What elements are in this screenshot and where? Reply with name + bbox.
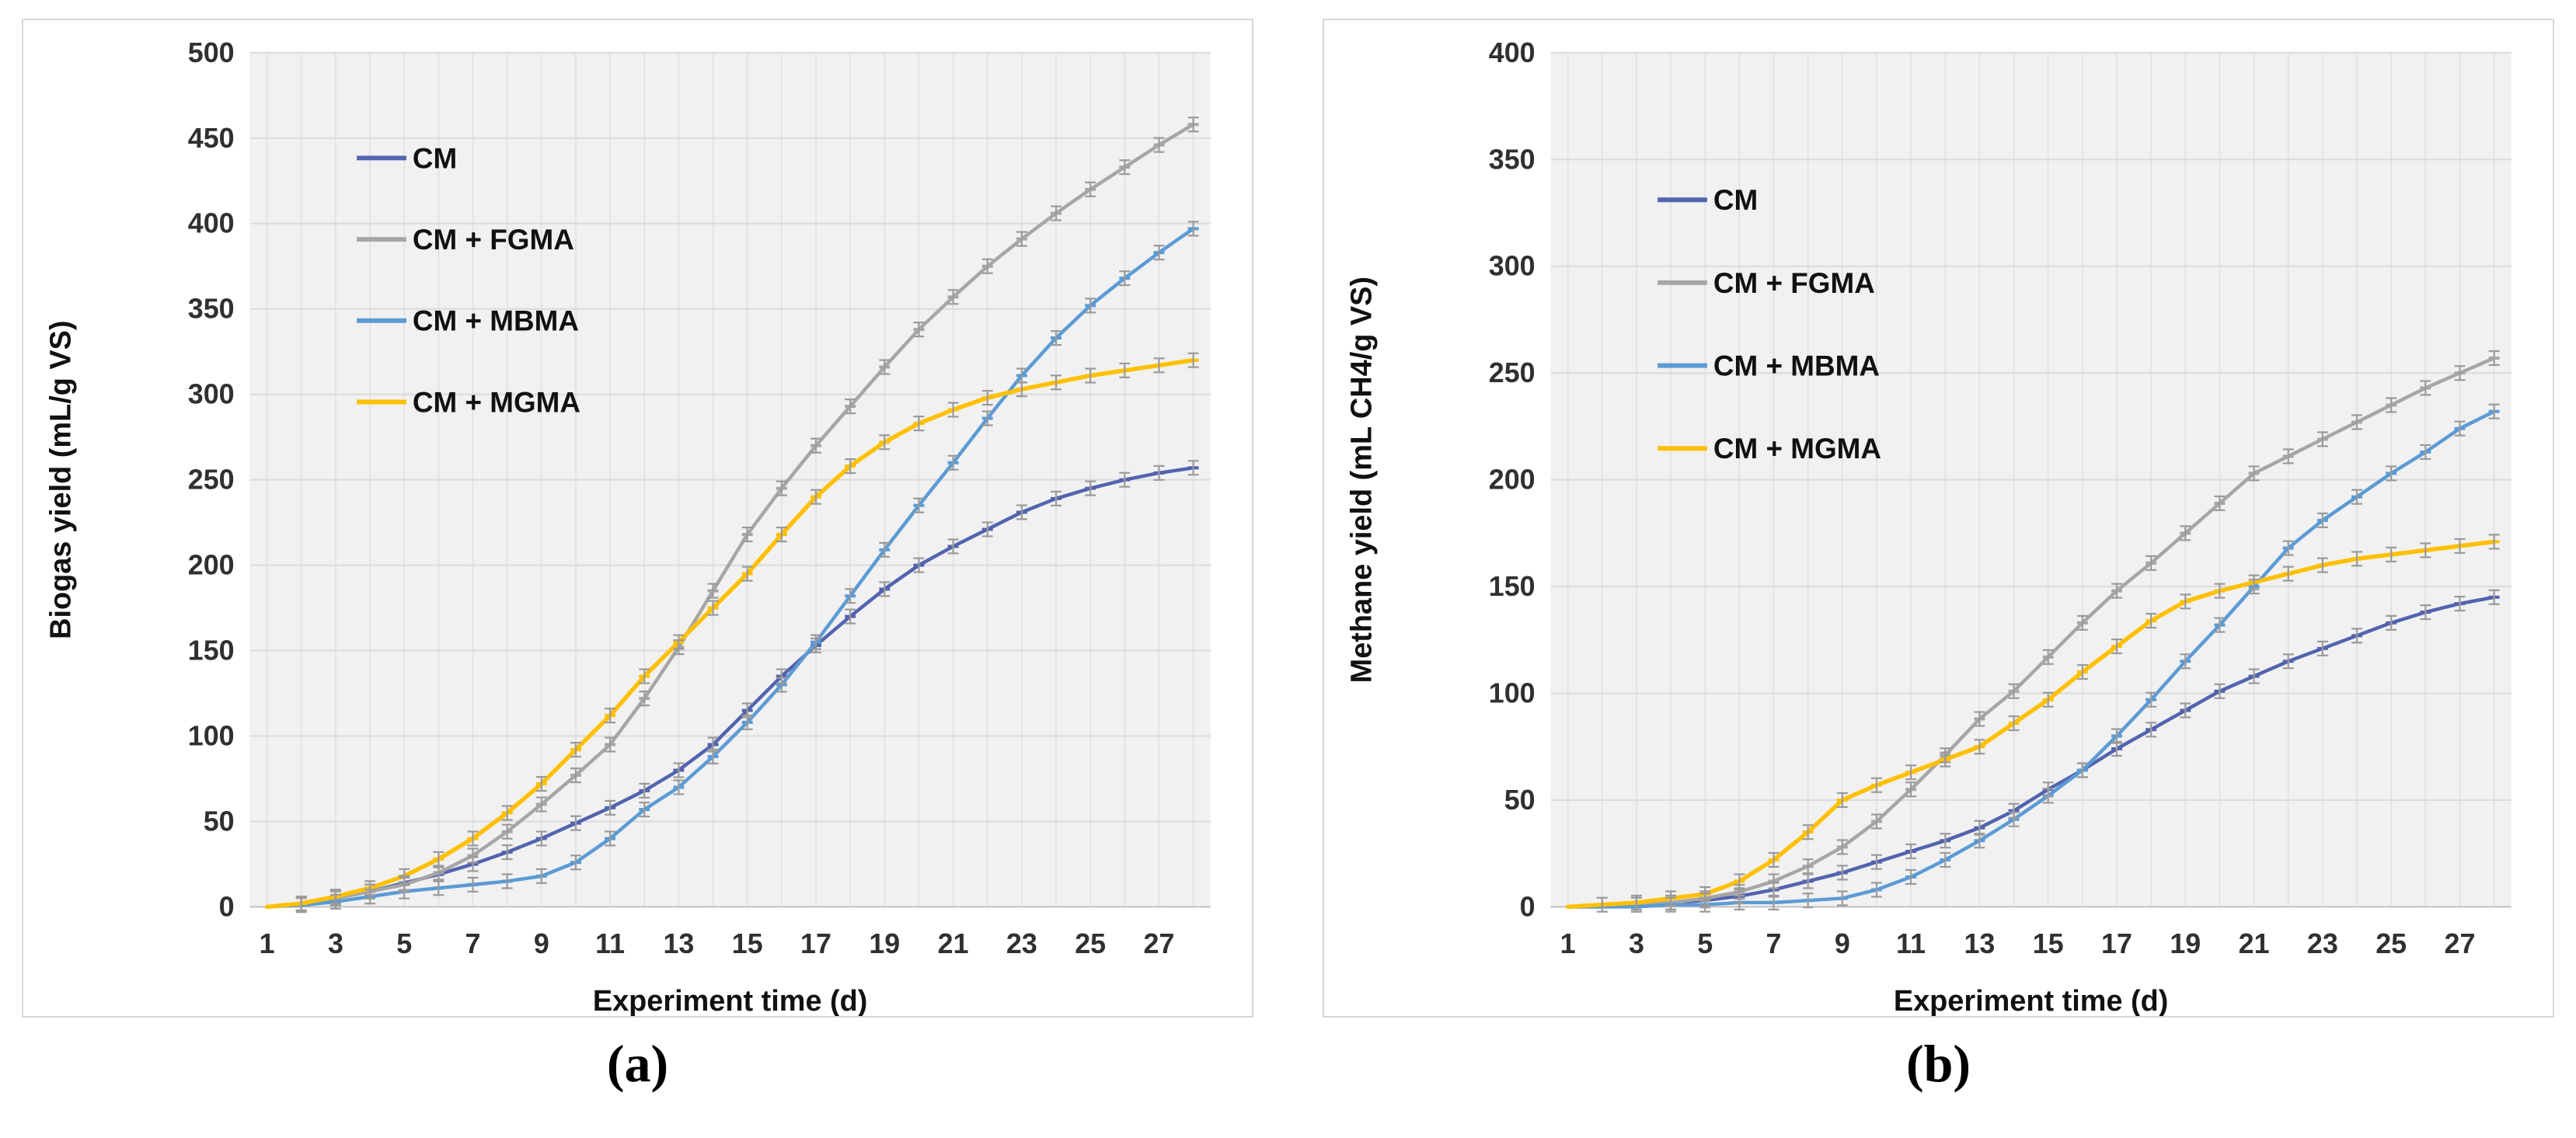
- y-tick-label: 50: [1504, 785, 1535, 816]
- series-line: [1566, 595, 2496, 909]
- legend-item-cm-mgma: CM + MGMA: [1657, 433, 1881, 465]
- y-tick-label: 250: [188, 465, 235, 496]
- x-tick-label: 11: [595, 928, 625, 959]
- legend-label: CM + FGMA: [413, 224, 574, 256]
- panel-b-caption: (b): [1905, 1034, 1971, 1093]
- x-tick-label: 9: [1835, 928, 1850, 959]
- x-tick-label: 23: [2307, 928, 2338, 959]
- y-tick-label: 450: [188, 123, 235, 154]
- y-tick-label: 150: [188, 635, 235, 666]
- x-tick-label: 25: [1075, 928, 1106, 959]
- legend-label: CM + MBMA: [413, 305, 579, 337]
- y-tick-label: 0: [1520, 891, 1535, 922]
- y-tick-label: 350: [1489, 144, 1535, 175]
- y-tick-label: 400: [1489, 37, 1535, 68]
- x-tick-label: 17: [800, 928, 831, 959]
- legend-item-cm: CM: [1657, 184, 1758, 216]
- x-tick-label: 7: [465, 928, 481, 959]
- x-tick-label: 27: [2445, 928, 2476, 959]
- x-tick-label: 27: [1144, 928, 1175, 959]
- x-tick-label: 13: [663, 928, 694, 959]
- y-tick-label: 300: [188, 379, 235, 410]
- legend-item-cm-fgma: CM + FGMA: [357, 224, 574, 256]
- legend-label: CM: [1713, 184, 1758, 216]
- series-line: [1565, 539, 2497, 910]
- y-tick-label: 250: [1489, 357, 1535, 388]
- legend-item-cm-mgma: CM + MGMA: [357, 386, 580, 418]
- y-tick-label: 400: [188, 208, 235, 239]
- panel-a-caption: (a): [606, 1034, 669, 1093]
- x-tick-label: 21: [938, 928, 969, 959]
- legend-label: CM + MGMA: [413, 386, 580, 418]
- x-tick-label: 11: [1896, 928, 1926, 959]
- x-tick-label: 5: [396, 928, 412, 959]
- y-tick-label: 200: [1489, 465, 1535, 496]
- series-line: [265, 122, 1195, 909]
- y-axis-title: Biogas yield (mL/g VS): [44, 320, 77, 639]
- x-tick-label: 15: [732, 928, 763, 959]
- gridlines: [1550, 51, 2512, 908]
- x-axis-title: Experiment time (d): [593, 985, 868, 1016]
- x-tick-label: 19: [2170, 928, 2201, 959]
- x-tick-label: 23: [1006, 928, 1037, 959]
- y-tick-label: 300: [1489, 251, 1535, 282]
- x-tick-label: 5: [1697, 928, 1713, 959]
- y-tick-labels: 0 50 100 150 200 250 300 350 400: [1489, 37, 1535, 923]
- gridlines: [249, 51, 1211, 908]
- x-axis-title: Experiment time (d): [1894, 985, 2169, 1016]
- series-line: [1566, 356, 2496, 909]
- y-tick-label: 200: [188, 550, 235, 581]
- x-tick-label: 17: [2101, 928, 2132, 959]
- y-tick-label: 350: [188, 294, 235, 325]
- legend-label: CM + MBMA: [1713, 350, 1880, 382]
- y-tick-labels: 0 50 100 150 200 250 300 350 400 450 500: [188, 37, 235, 923]
- error-bars: [1596, 350, 2500, 913]
- x-tick-label: 21: [2239, 928, 2270, 959]
- y-tick-label: 0: [219, 891, 235, 922]
- panel-b: 0 50 100 150 200 250 300 350 400 1 3 5 7 9 11 13 15 17 19 2…: [1323, 19, 2554, 1018]
- x-tick-label: 9: [534, 928, 549, 959]
- x-tick-label: 3: [1629, 928, 1644, 959]
- y-tick-label: 50: [204, 806, 235, 837]
- x-tick-label: 1: [1560, 928, 1576, 959]
- legend: CM CM + FGMA CM + MBMA CM + MGMA: [357, 142, 580, 418]
- x-tick-labels: 1 3 5 7 9 11 13 15 17 19 21 23 25 27: [260, 928, 1175, 959]
- y-tick-label: 100: [1489, 678, 1535, 709]
- y-axis-title: Methane yield (mL CH4/g VS): [1345, 277, 1378, 683]
- y-tick-label: 100: [188, 720, 235, 751]
- x-tick-label: 3: [328, 928, 343, 959]
- x-tick-label: 19: [869, 928, 900, 959]
- legend-item-cm: CM: [357, 142, 457, 174]
- y-tick-label: 500: [188, 37, 235, 68]
- legend-label: CM + FGMA: [1713, 267, 1875, 299]
- legend: CM CM + FGMA CM + MBMA CM + MGMA: [1657, 184, 1881, 465]
- error-bars: [295, 117, 1199, 914]
- legend-item-cm-mbma: CM + MBMA: [357, 305, 579, 337]
- panel-a: 0 50 100 150 200 250 300 350 400 450 500 1 3 5 7 9 11 13 1…: [22, 19, 1253, 1018]
- x-tick-label: 1: [260, 928, 275, 959]
- legend-item-cm-mbma: CM + MBMA: [1657, 350, 1880, 382]
- x-tick-labels: 1 3 5 7 9 11 13 15 17 19 21 23 25 27: [1560, 928, 2476, 959]
- x-tick-label: 25: [2376, 928, 2407, 959]
- legend-label: CM: [413, 142, 457, 174]
- series-line: [264, 357, 1196, 910]
- series-line: [1566, 409, 2496, 909]
- y-tick-label: 150: [1489, 571, 1535, 602]
- x-tick-label: 7: [1766, 928, 1782, 959]
- x-tick-label: 13: [1964, 928, 1995, 959]
- x-tick-label: 15: [2033, 928, 2064, 959]
- legend-item-cm-fgma: CM + FGMA: [1657, 267, 1875, 299]
- legend-label: CM + MGMA: [1713, 433, 1881, 465]
- series-line: [265, 227, 1195, 909]
